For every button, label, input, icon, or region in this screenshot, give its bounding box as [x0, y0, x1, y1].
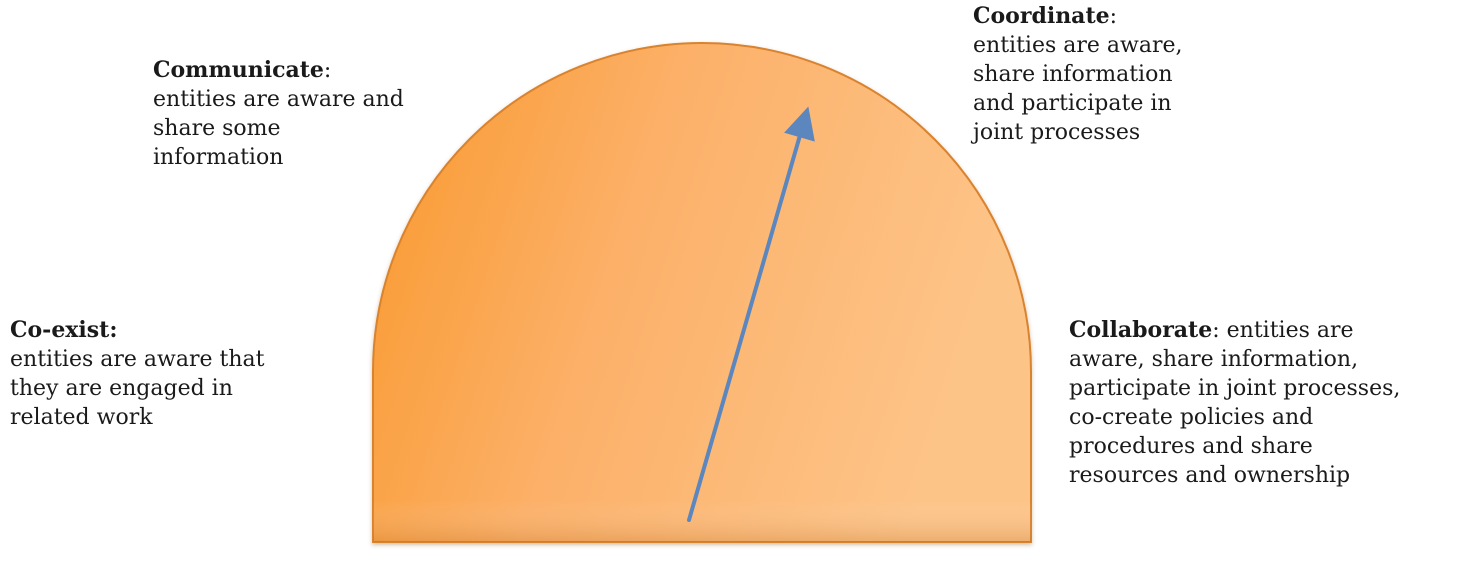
stage-label-collaborate: Collaborate: entities are aware, share i…: [1069, 316, 1409, 490]
stage-title-suffix: :: [1109, 4, 1118, 29]
stage-title-suffix: :: [1212, 318, 1220, 343]
gauge-needle-arrow: [687, 106, 815, 522]
stage-label-coordinate: Coordinate: entities are aware, share in…: [973, 2, 1203, 147]
stage-label-coexist: Co-exist: entities are aware that they a…: [10, 316, 270, 432]
gauge-dial: [372, 42, 1032, 543]
stage-title-coordinate: Coordinate: [973, 3, 1110, 29]
stage-title-communicate: Communicate: [153, 57, 324, 83]
stage-title-collaborate: Collaborate: [1069, 317, 1213, 343]
stage-description-coexist: entities are aware that they are engaged…: [10, 347, 265, 430]
stage-title-suffix: :: [323, 58, 332, 83]
stage-description-collaborate: entities are aware, share information, p…: [1069, 318, 1401, 488]
gauge-dial-base-shade: [373, 500, 1031, 542]
stage-label-communicate: Communicate: entities are aware and shar…: [153, 56, 413, 172]
stage-description-communicate: entities are aware and share some inform…: [153, 87, 404, 170]
stage-description-coordinate: entities are aware, share information an…: [973, 33, 1183, 145]
stage-title-coexist: Co-exist:: [10, 317, 118, 343]
